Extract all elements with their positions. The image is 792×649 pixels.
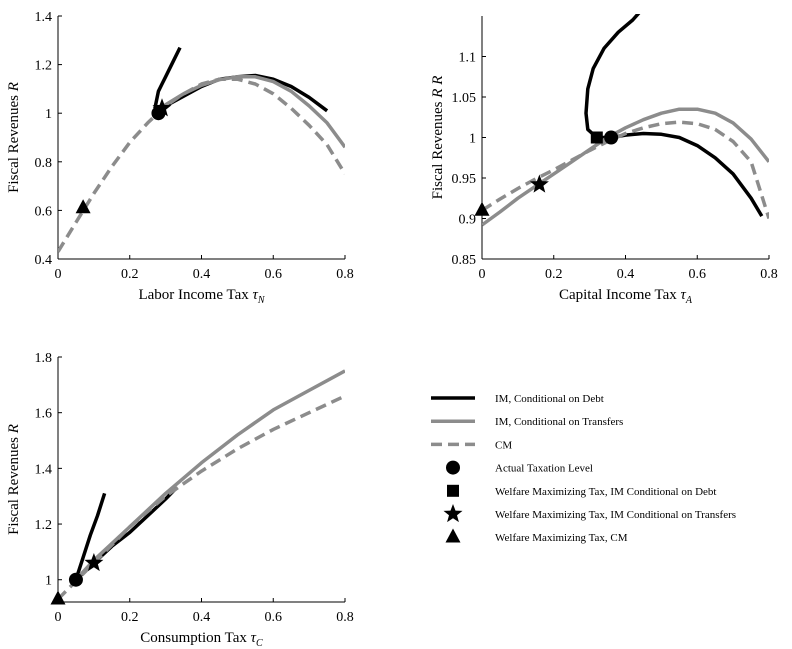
marker-star [84,553,104,572]
x-axis-label-sub: A [685,295,693,306]
y-tick-label: 1.2 [35,59,53,74]
chart-capital: 0 0.2 0.4 0.6 0.8 0.85 0.9 0.95 1 1.05 1.1 Capital … [430,14,778,306]
legend-label: Welfare Maximizing Tax, IM Conditional o… [495,509,736,521]
chart-consumption: 0 0.2 0.4 0.6 0.8 1 1.2 1.4 1.6 1.8 Consumption Ta… [6,351,354,649]
series-group [482,14,769,227]
series-line [153,75,345,149]
series-line [74,369,345,581]
x-tick-label: 0.8 [336,610,354,625]
y-tick-label: 1.4 [35,462,53,477]
series-line [74,492,107,581]
x-tick-label: 0 [479,267,486,282]
x-axis-label-text: Consumption Tax [140,630,250,646]
y-tick-label: 1.4 [35,10,53,25]
y-tick-label: 0.95 [452,172,477,187]
y-tick-label: 1.8 [35,351,53,366]
marker-circle [604,130,619,145]
marker-triangle [50,590,66,605]
series-line [482,107,769,227]
marker-square [447,484,459,497]
y-axis-label: Fiscal Revenues R [6,82,22,193]
legend: IM, Conditional on Debt IM, Conditional o… [431,393,736,544]
chart-labor: 0 0.2 0.4 0.6 0.8 0.4 0.6 0.8 1 1.2 1.4 Labor Incom… [6,10,354,306]
x-axis-label-symbol: τ [251,630,257,646]
y-tick-label: 0.9 [459,213,477,228]
x-axis-label-text: Capital Income Tax [559,287,681,303]
series-line [58,77,345,253]
x-axis-label-text: Labor Income Tax [138,287,252,303]
legend-label: Welfare Maximizing Tax, CM [495,532,628,544]
legend-label: IM, Conditional on Debt [495,393,604,405]
x-tick-label: 0.6 [265,610,283,625]
y-tick-label: 0.8 [35,156,53,171]
series-line [584,14,641,139]
marker-circle [68,572,83,587]
y-axis-label-text: Fiscal Revenues [430,98,446,200]
y-tick-label: 1.6 [35,407,53,422]
x-tick-label: 0.6 [689,267,707,282]
x-axis-label: Consumption Tax τC [140,630,263,649]
y-tick-label: 1.05 [452,91,477,106]
y-tick-label: 1 [469,132,476,147]
marker-circle [446,460,460,475]
y-axis-label: Fiscal Revenues R [6,424,22,535]
legend-label: CM [495,439,512,451]
y-tick-label: 1 [45,107,52,122]
legend-item: CM [431,439,512,451]
y-axis-label-text: Fiscal Revenues [6,91,22,193]
x-axis-label: Capital Income Tax τA [559,287,693,306]
y-tick-label: 1 [45,574,52,589]
x-tick-label: 0.8 [760,267,778,282]
legend-label: IM, Conditional on Transfers [495,416,623,428]
y-tick-label: 0.85 [452,253,477,268]
y-axis-label: Fiscal Revenues R R [430,76,446,200]
marker-triangle [445,528,461,543]
legend-item: IM, Conditional on Debt [431,393,604,405]
series-line [58,394,345,601]
series-group [58,369,345,601]
legend-item: Welfare Maximizing Tax, IM Conditional o… [447,484,716,498]
marker-star [529,174,549,193]
marker-square [590,131,603,144]
x-axis-label-symbol: τ [681,287,687,303]
x-tick-label: 0.4 [193,610,211,625]
series-line [482,120,769,220]
x-axis-label-symbol: τ [253,287,259,303]
legend-label: Actual Taxation Level [495,463,593,475]
marker-triangle [474,201,490,216]
x-tick-label: 0 [55,610,62,625]
y-tick-label: 0.6 [35,204,53,219]
y-tick-label: 1.1 [459,51,477,66]
series-line [153,46,182,109]
y-axis-label-text: Fiscal Revenues [6,433,22,535]
legend-item: Welfare Maximizing Tax, CM [445,528,628,544]
x-axis-label-sub: C [256,638,263,649]
legend-label: Welfare Maximizing Tax, IM Conditional o… [495,486,716,498]
x-tick-label: 0.2 [121,267,139,282]
legend-item: Welfare Maximizing Tax, IM Conditional o… [443,504,736,523]
marker-star [152,98,172,117]
x-tick-label: 0.8 [336,267,354,282]
y-tick-label: 1.2 [35,518,53,533]
y-axis-label-symbol: R R [430,76,446,99]
y-axis-label-symbol: R [6,424,22,434]
x-tick-label: 0.4 [617,267,635,282]
series-group [58,46,345,253]
marker-star [443,504,463,523]
x-axis-label: Labor Income Tax τN [138,287,265,306]
x-tick-label: 0 [55,267,62,282]
x-tick-label: 0.2 [121,610,139,625]
y-tick-label: 0.4 [35,253,53,268]
marker-triangle [75,199,91,214]
legend-item: IM, Conditional on Transfers [431,416,623,428]
x-axis-label-sub: N [257,295,266,306]
legend-item: Actual Taxation Level [446,460,593,475]
x-tick-label: 0.4 [193,267,211,282]
y-axis-label-symbol: R [6,82,22,92]
x-tick-label: 0.2 [545,267,563,282]
x-tick-label: 0.6 [265,267,283,282]
